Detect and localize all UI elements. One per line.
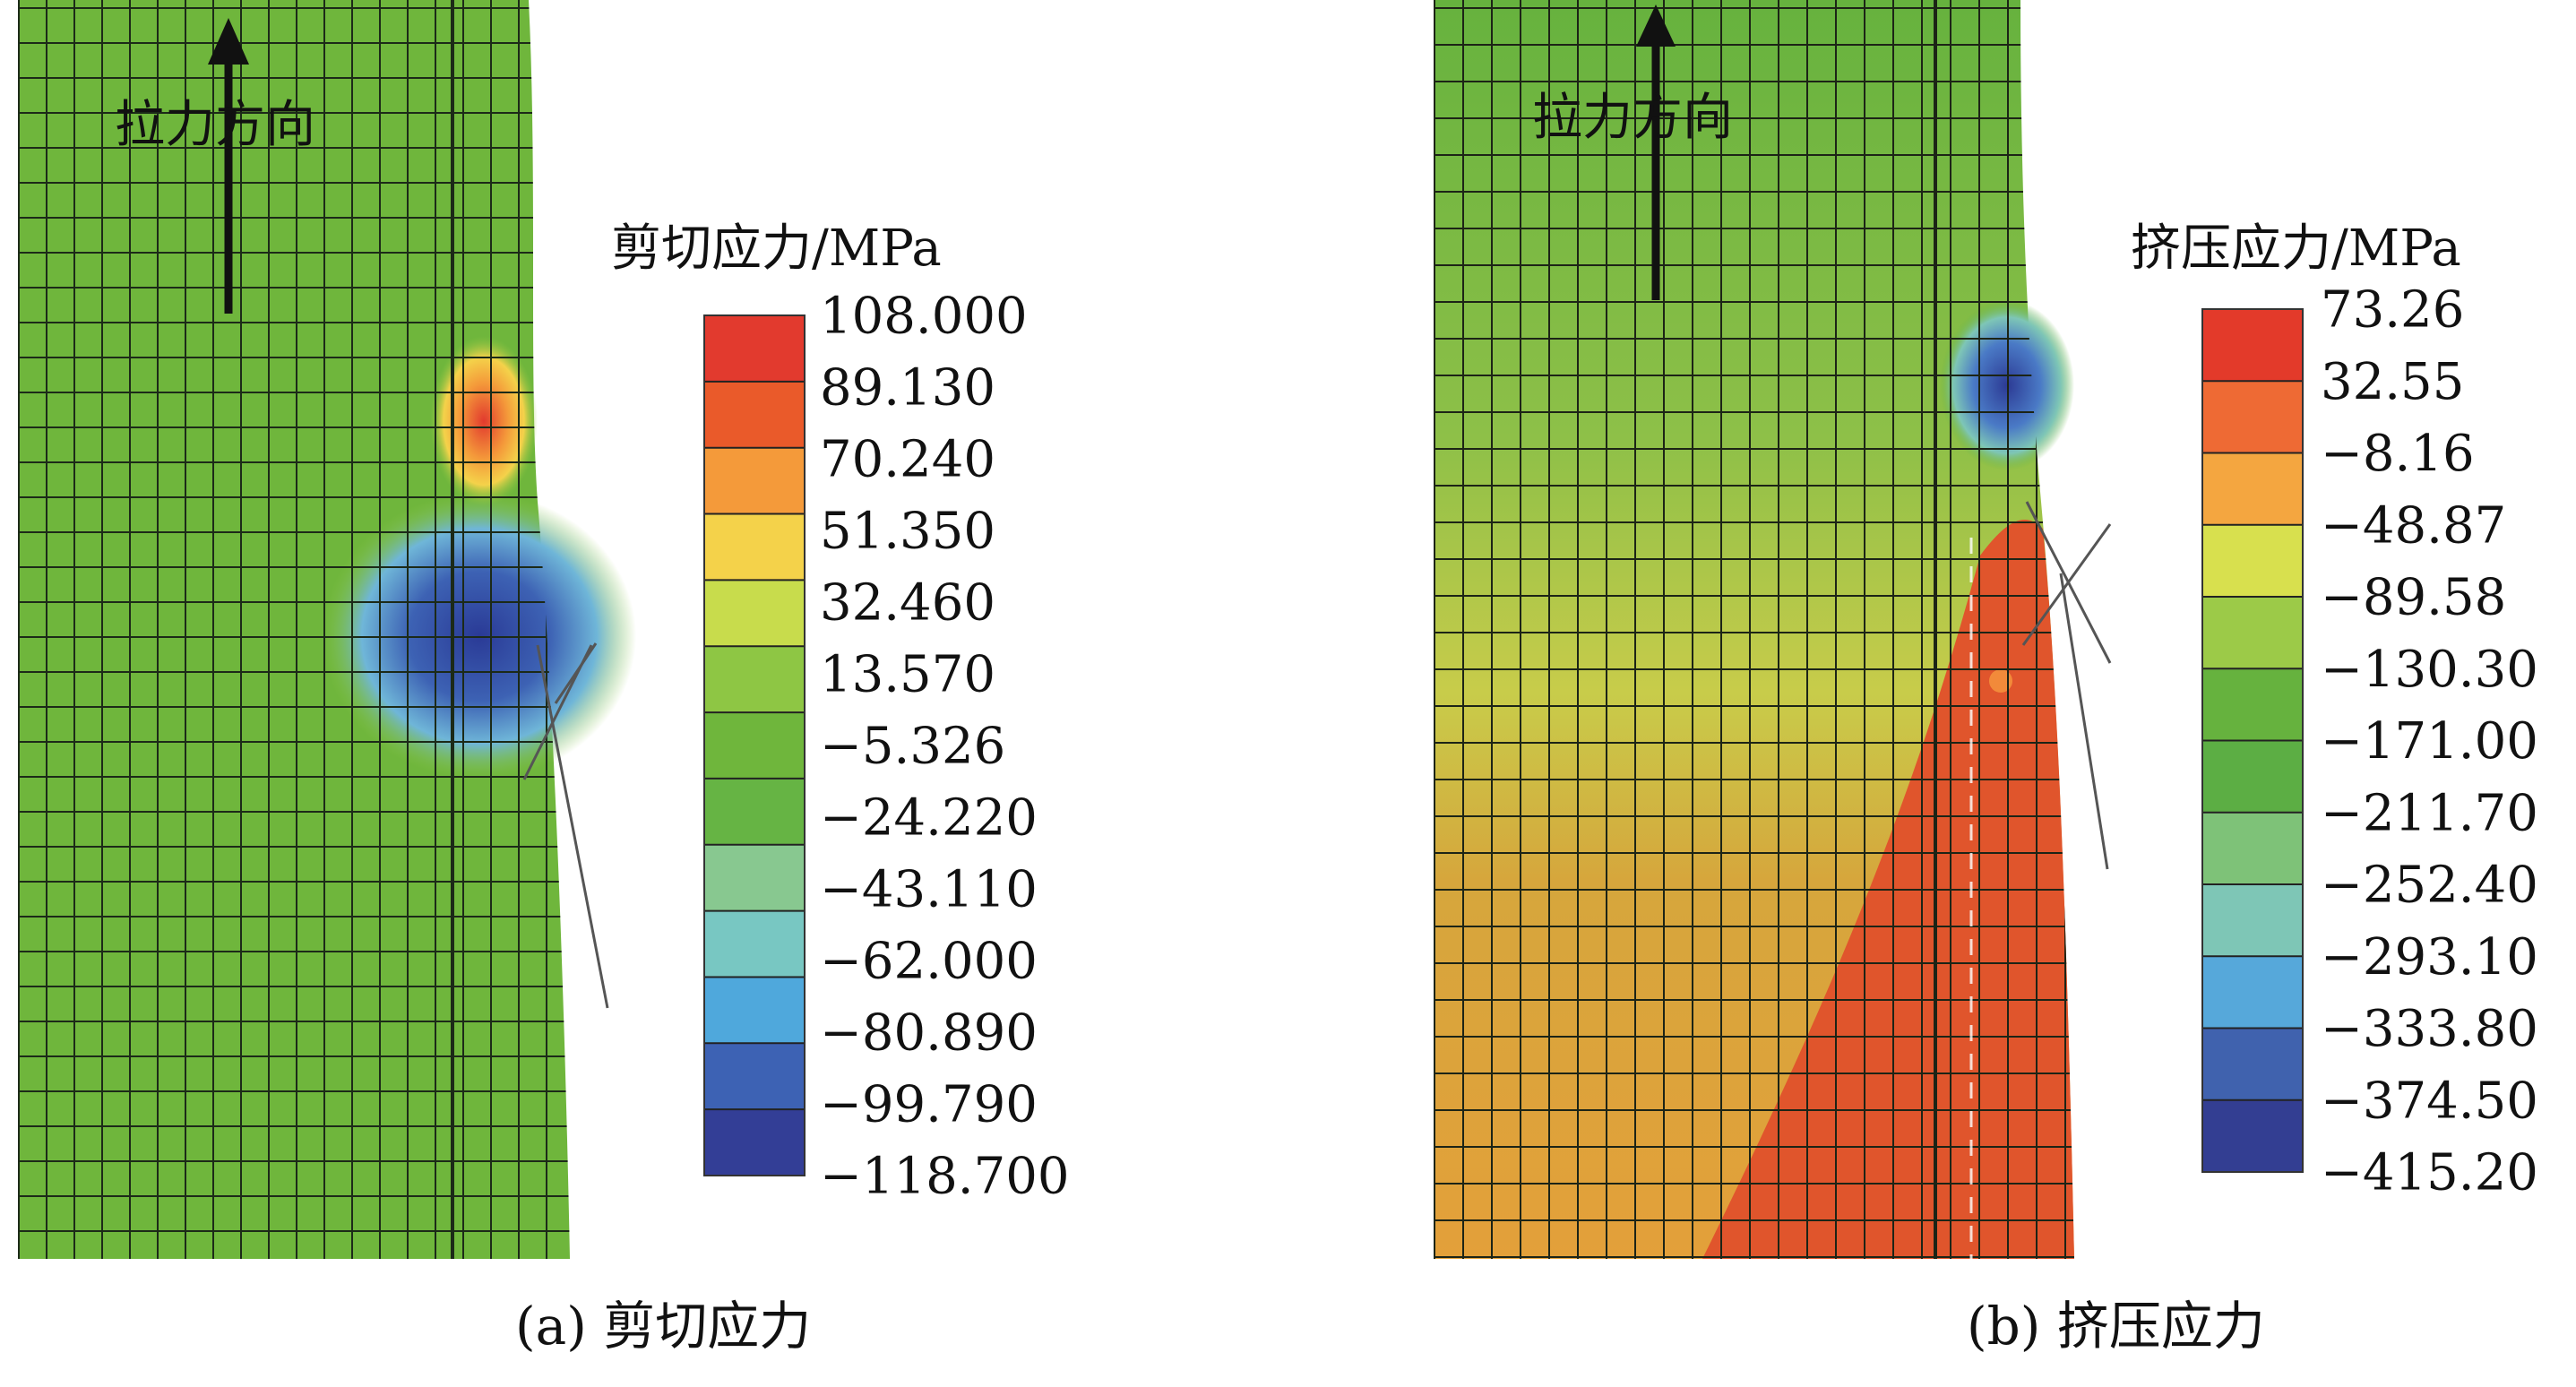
panel-b: 拉力方向 挤压应力/MPa 73.26 32.55 −8.16 −48.87 −89.5… (1434, 0, 2538, 1357)
caption-a: (a) 剪切应力 (515, 1296, 811, 1357)
legend-value: −62.000 (820, 933, 1038, 991)
legend-value: −415.20 (2321, 1144, 2538, 1202)
legend-value: −374.50 (2321, 1072, 2538, 1130)
legend-value: −118.700 (820, 1148, 1070, 1206)
legend-swatch (2202, 597, 2303, 669)
legend-swatch (704, 315, 805, 383)
legend-value: 70.240 (820, 431, 995, 489)
legend-swatch (704, 513, 805, 581)
panel-a: 拉力方向 剪切应力/MPa 108.000 89.130 70.240 51.350 3… (18, 0, 1070, 1357)
legend-title-b: 挤压应力/MPa (2131, 220, 2461, 278)
crack-lines-a (522, 642, 609, 1009)
legend-value: −171.00 (2321, 712, 2538, 771)
legend-swatch (704, 977, 805, 1044)
legend-value: −130.30 (2321, 641, 2538, 699)
fem-mesh-plot-b (1434, 0, 2074, 1259)
legend-value: −252.40 (2321, 857, 2538, 915)
legend-border (2201, 308, 2304, 1173)
legend-swatch (704, 1109, 805, 1176)
color-legend-b: 73.26 32.55 −8.16 −48.87 −89.58 −130.30 −171.0… (2201, 281, 2538, 1202)
legend-swatch (704, 778, 805, 846)
legend-value: 32.55 (2321, 353, 2464, 411)
legend-value: 73.26 (2321, 281, 2464, 340)
tension-direction-arrow-b (1636, 4, 1676, 300)
legend-swatch (704, 646, 805, 713)
legend-border (703, 314, 806, 1176)
arrow-label-a: 拉力方向 (115, 96, 315, 154)
legend-value: 32.460 (820, 574, 995, 633)
legend-value: −24.220 (820, 789, 1038, 848)
legend-value: −293.10 (2321, 928, 2538, 986)
legend-swatch (2202, 740, 2303, 814)
legend-value: −333.80 (2321, 1000, 2538, 1058)
legend-value: −89.58 (2321, 569, 2506, 627)
legend-value: −43.110 (820, 861, 1038, 919)
tension-direction-arrow-a (208, 18, 249, 314)
legend-value: −5.326 (820, 718, 1005, 776)
legend-swatch (2202, 309, 2303, 382)
caption-b: (b) 挤压应力 (1967, 1296, 2265, 1357)
legend-swatch (704, 447, 805, 515)
legend-value: 108.000 (820, 288, 1028, 346)
legend-swatch (704, 580, 805, 647)
crack-lines-b (2021, 501, 2112, 870)
legend-swatch (2202, 381, 2303, 453)
legend-swatch (2202, 1099, 2303, 1173)
fem-mesh-plot-a (18, 0, 636, 1259)
legend-swatch (704, 844, 805, 912)
legend-value: −8.16 (2321, 425, 2475, 483)
legend-swatch (704, 1043, 805, 1110)
legend-value: −48.87 (2321, 496, 2506, 555)
legend-value: 51.350 (820, 503, 995, 561)
legend-swatch (704, 712, 805, 780)
legend-value: −99.790 (820, 1076, 1038, 1134)
legend-swatch (2202, 1028, 2303, 1101)
legend-title-a: 剪切应力/MPa (611, 220, 942, 278)
legend-swatch (2202, 812, 2303, 885)
legend-swatch (704, 381, 805, 449)
legend-swatch (2202, 452, 2303, 526)
legend-swatch (704, 910, 805, 978)
legend-value: 13.570 (820, 646, 995, 704)
arrow-label-b: 拉力方向 (1532, 89, 1733, 147)
legend-swatch (2202, 524, 2303, 598)
legend-value: 89.130 (820, 359, 995, 418)
legend-value: −211.70 (2321, 784, 2538, 842)
legend-swatch (2202, 668, 2303, 741)
legend-swatch (2202, 956, 2303, 1029)
legend-swatch (2202, 884, 2303, 957)
legend-value: −80.890 (820, 1004, 1038, 1063)
color-legend-a: 108.000 89.130 70.240 51.350 32.460 13.570 −5.… (703, 288, 1070, 1206)
